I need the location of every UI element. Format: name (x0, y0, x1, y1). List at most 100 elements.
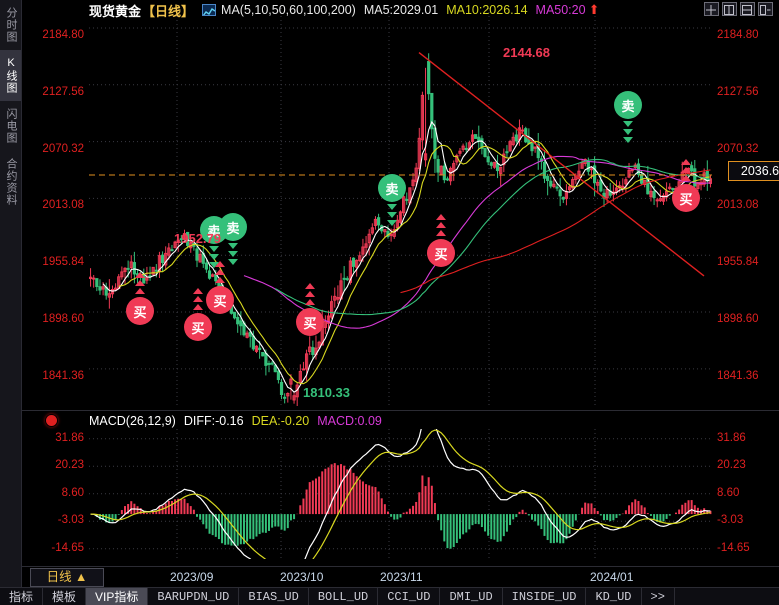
price-tick-left: 2070.32 (42, 142, 84, 155)
sell-arrow-icon (387, 204, 397, 210)
layout-right-split-icon[interactable] (758, 2, 773, 16)
macd-macd-value: MACD:0.09 (317, 414, 382, 428)
price-tick-right: 2127.56 (717, 85, 759, 98)
high-price-annotation: 2144.68 (503, 45, 550, 60)
macd-tick-right: 20.23 (717, 459, 746, 472)
buy-arrow-icon (436, 230, 446, 236)
price-tick-right: 1841.36 (717, 369, 759, 382)
macd-dea-value: DEA:-0.20 (251, 414, 310, 428)
sell-arrow-icon (387, 220, 397, 226)
buy-signal-marker[interactable]: 买 (184, 313, 212, 341)
toolbar-button--[interactable]: 指标 (0, 588, 44, 605)
sidebar-item-lightning[interactable]: 闪电图 (5, 108, 17, 144)
toolbar-button--[interactable]: 模板 (43, 588, 87, 605)
buy-signal-marker[interactable]: 买 (672, 184, 700, 212)
layout-quad-icon[interactable] (722, 2, 737, 16)
sell-arrow-icon (228, 243, 238, 249)
buy-arrow-icon (681, 167, 691, 173)
price-tick-right: 2184.80 (717, 28, 759, 41)
current-price-badge: 2036.69 (728, 161, 779, 181)
sidebar-item-kline[interactable]: K线图 (0, 50, 21, 101)
buy-arrow-icon (135, 280, 145, 286)
sell-arrow-icon (228, 251, 238, 257)
toolbar-button--[interactable]: >> (642, 588, 675, 605)
buy-arrow-icon (193, 288, 203, 294)
sell-arrow-icon (228, 259, 238, 265)
buy-arrow-icon (305, 283, 315, 289)
sell-arrow-icon (387, 212, 397, 218)
toolbar-button-barupdn-ud[interactable]: BARUPDN_UD (148, 588, 240, 605)
buy-signal-marker[interactable]: 买 (126, 297, 154, 325)
candlestick-plot[interactable] (89, 8, 712, 406)
macd-tick-right: -14.65 (717, 541, 750, 554)
layout-buttons-group (704, 2, 773, 16)
toolbar-button-bias-ud[interactable]: BIAS_UD (239, 588, 309, 605)
sell-signal-marker[interactable]: 卖 (378, 174, 406, 202)
period-selector-button[interactable]: 日线 ▲ (30, 568, 104, 587)
x-axis: 日线 ▲ 2023/09 2023/10 2023/11 2024/01 (22, 566, 779, 587)
x-axis-tick: 2023/09 (170, 570, 214, 584)
macd-panel[interactable]: MACD(26,12,9) DIFF:-0.16 DEA:-0.20 MACD:… (22, 410, 779, 565)
price-chart-panel[interactable]: 2184.80 2127.56 2070.32 2013.08 1955.84 1898.… (22, 0, 779, 408)
macd-tick-right: 8.60 (717, 486, 740, 499)
sell-arrow-icon (209, 246, 219, 252)
x-axis-tick: 2023/11 (380, 570, 423, 584)
layout-left-split-icon[interactable] (740, 2, 755, 16)
macd-indicator-dot-icon (46, 415, 57, 426)
sell-signal-marker[interactable]: 卖 (614, 91, 642, 119)
price-tick-left: 1955.84 (42, 256, 84, 269)
buy-arrow-icon (305, 291, 315, 297)
price-tick-left: 2127.56 (42, 85, 84, 98)
toolbar-spacer (675, 588, 779, 605)
macd-diff-value: DIFF:-0.16 (183, 414, 244, 428)
sidebar-item-contract-info[interactable]: 合约资料 (5, 158, 17, 206)
buy-arrow-icon (681, 159, 691, 165)
sell-arrow-icon (623, 137, 633, 143)
buy-arrow-icon (193, 304, 203, 310)
buy-arrow-icon (436, 214, 446, 220)
macd-header: MACD(26,12,9) DIFF:-0.16 DEA:-0.20 MACD:… (89, 414, 382, 428)
macd-tick-left: 31.86 (55, 431, 84, 444)
sell-arrow-icon (623, 121, 633, 127)
macd-plot[interactable] (89, 429, 712, 559)
layout-single-icon[interactable] (704, 2, 719, 16)
price-tick-left: 2013.08 (42, 199, 84, 212)
toolbar-button-dmi-ud[interactable]: DMI_UD (440, 588, 503, 605)
toolbar-button-vip-[interactable]: VIP指标 (86, 588, 149, 605)
toolbar-button-kd-ud[interactable]: KD_UD (586, 588, 642, 605)
buy-signal-marker[interactable]: 买 (206, 286, 234, 314)
sell-arrow-icon (209, 254, 219, 260)
price-tick-right: 2070.32 (717, 142, 759, 155)
toolbar-button-inside-ud[interactable]: INSIDE_UD (503, 588, 587, 605)
macd-tick-left: 8.60 (61, 486, 84, 499)
macd-tick-right: -3.03 (717, 514, 744, 527)
x-axis-tick: 2024/01 (590, 570, 634, 584)
sidebar-item-timeshare[interactable]: 分时图 (5, 7, 17, 43)
price-tick-right: 1898.60 (717, 313, 759, 326)
macd-tick-right: 31.86 (717, 431, 746, 444)
macd-axis-right: 31.86 20.23 8.60 -3.03 -14.65 (714, 429, 778, 559)
buy-signal-marker[interactable]: 买 (296, 308, 324, 336)
price-tick-right: 2013.08 (717, 199, 759, 212)
macd-tick-left: -3.03 (57, 514, 84, 527)
sell-arrow-icon (209, 262, 219, 268)
buy-arrow-icon (215, 261, 225, 267)
buy-arrow-icon (305, 299, 315, 305)
x-axis-tick: 2023/10 (280, 570, 324, 584)
macd-tick-left: -14.65 (51, 541, 84, 554)
buy-signal-marker[interactable]: 买 (427, 239, 455, 267)
macd-tick-left: 20.23 (55, 459, 84, 472)
price-axis-left: 2184.80 2127.56 2070.32 2013.08 1955.84 1898.… (22, 0, 86, 408)
toolbar-button-boll-ud[interactable]: BOLL_UD (309, 588, 379, 605)
x-axis-occluder (433, 567, 541, 587)
buy-arrow-icon (215, 269, 225, 275)
price-tick-right: 1955.84 (717, 256, 759, 269)
toolbar-button-cci-ud[interactable]: CCI_UD (378, 588, 441, 605)
sell-signal-marker[interactable]: 卖 (219, 213, 247, 241)
buy-arrow-icon (135, 288, 145, 294)
sell-arrow-icon (623, 129, 633, 135)
macd-title: MACD(26,12,9) (89, 414, 176, 428)
buy-arrow-icon (135, 272, 145, 278)
buy-arrow-icon (436, 222, 446, 228)
